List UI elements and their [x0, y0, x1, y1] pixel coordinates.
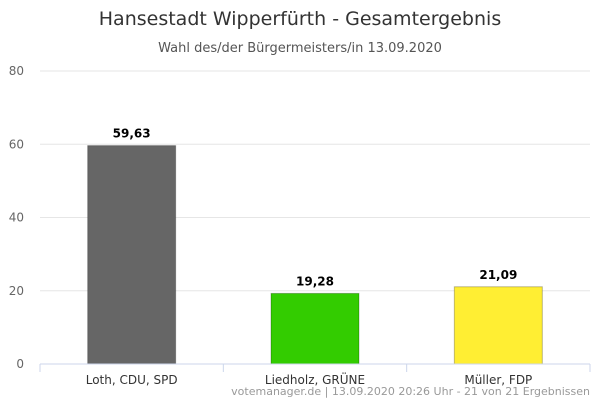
y-axis-ticks: 0 20 40 60 80	[9, 64, 24, 371]
bars	[87, 145, 543, 365]
data-label: 19,28	[296, 274, 334, 288]
data-labels: 59,63 19,28 21,09	[113, 127, 518, 289]
data-label: 59,63	[113, 127, 151, 141]
bar	[453, 286, 543, 365]
x-tick-label: Liedholz, GRÜNE	[265, 371, 365, 387]
bar	[87, 145, 177, 365]
y-tick-label: 20	[9, 284, 24, 298]
bar	[270, 292, 360, 365]
chart-title: Hansestadt Wipperfürth - Gesamtergebnis	[99, 8, 501, 30]
chart-subtitle: Wahl des/der Bürgermeisters/in 13.09.202…	[158, 41, 442, 56]
y-tick-label: 40	[9, 211, 24, 225]
x-axis: Loth, CDU, SPD Liedholz, GRÜNE Müller, FDP	[39, 363, 591, 387]
credits: votemanager.de | 13.09.2020 20:26 Uhr - …	[231, 385, 590, 398]
data-label: 21,09	[479, 268, 517, 282]
x-tick-label: Loth, CDU, SPD	[86, 373, 178, 387]
y-tick-label: 60	[9, 137, 24, 151]
y-tick-label: 80	[9, 64, 24, 78]
y-tick-label: 0	[16, 357, 24, 371]
x-tick-label: Müller, FDP	[464, 373, 532, 387]
